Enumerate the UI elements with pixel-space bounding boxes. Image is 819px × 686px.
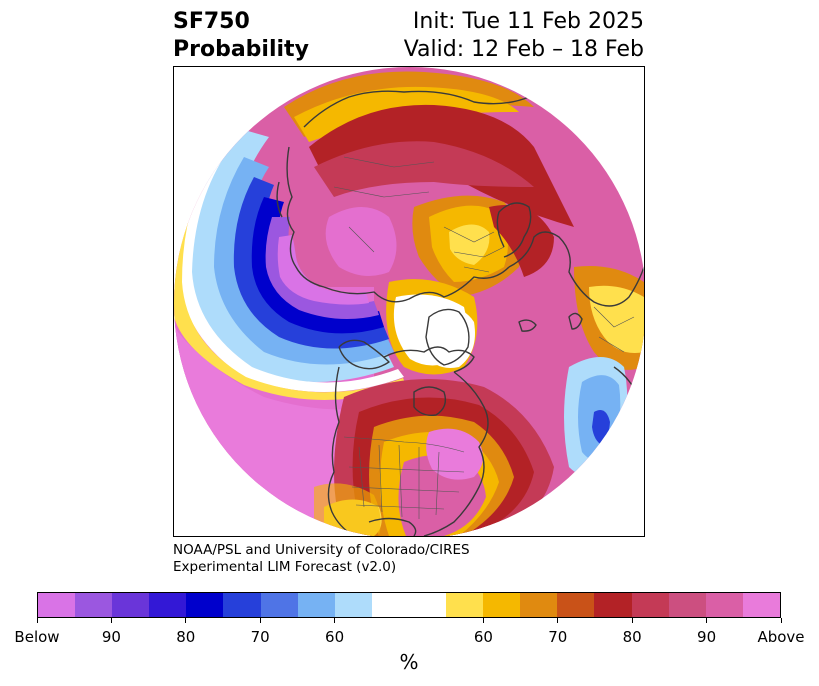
colorbar-segment: [186, 593, 224, 617]
field-below-extreme-crescent: [277, 235, 369, 305]
coast-north-america-west: [327, 366, 355, 536]
coast-greenland: [425, 308, 470, 366]
colorbar-tick-mark: [557, 618, 559, 623]
coast-gulf: [368, 517, 417, 536]
forecast-dates: Init: Tue 11 Feb 2025 Valid: 12 Feb – 18…: [404, 8, 644, 64]
coast-iceland: [518, 319, 537, 332]
valid-range: Valid: 12 Feb – 18 Feb: [403, 37, 644, 62]
colorbar-segment: [631, 593, 669, 617]
colorbar-tick-mark: [631, 618, 633, 623]
field-above-pink-siberia: [325, 207, 397, 276]
colorbar-segment: [483, 593, 521, 617]
probability-field: [174, 67, 644, 536]
colorbar-tick-mark: [110, 618, 112, 623]
colorbar-tick-mark: [259, 618, 261, 623]
colorbar-segment: [371, 593, 409, 617]
colorbar-units: %: [399, 650, 419, 674]
colorbar-segment: [75, 593, 113, 617]
coast-siberia: [323, 266, 510, 303]
colorbar-segment: [223, 593, 261, 617]
colorbar-tick-label: 60: [325, 628, 345, 646]
colorbar-segment: [260, 593, 298, 617]
field-above-rose-north: [314, 141, 534, 197]
colorbar-tick-mark: [706, 618, 708, 623]
colorbar-segment: [557, 593, 595, 617]
border-asia-1: [333, 156, 435, 253]
border-europe-1: [443, 226, 505, 273]
colorbar-segment: [297, 593, 335, 617]
field-above-yellow-atlantic: [589, 285, 644, 353]
credit-text: NOAA/PSL and University of Colorado/CIRE…: [173, 542, 470, 576]
credit-line-1: NOAA/PSL and University of Colorado/CIRE…: [173, 542, 470, 558]
colorbar-segment: [334, 593, 372, 617]
colorbar-segment: [446, 593, 484, 617]
colorbar-tick-label: Below: [14, 628, 60, 646]
product-label: Probability: [173, 37, 309, 62]
colorbar-tick-mark: [36, 618, 38, 623]
colorbar-segment: [149, 593, 187, 617]
colorbar-tick-mark: [780, 618, 782, 623]
coast-europe: [508, 231, 644, 307]
border-us-states-1: [358, 444, 440, 519]
credit-line-2: Experimental LIM Forecast (v2.0): [173, 559, 397, 575]
field-above-red-europe: [489, 205, 554, 277]
colorbar-tick-label: 80: [176, 628, 196, 646]
colorbar-tick-label: Above: [757, 628, 805, 646]
colorbar-tick-mark: [334, 618, 336, 623]
colorbar-tick-label: 80: [622, 628, 642, 646]
field-below-strong-crescent: [265, 217, 379, 319]
field-neutral-greenland: [424, 307, 475, 368]
init-date: Init: Tue 11 Feb 2025: [412, 9, 644, 34]
border-us-states-2: [348, 466, 465, 510]
coast-hudson-bay: [413, 386, 447, 417]
coast-north-america-east: [423, 371, 489, 536]
colorbar: [37, 592, 781, 618]
colorbar-tick-mark: [482, 618, 484, 623]
probability-map: [173, 66, 645, 537]
colorbar-tick-label: 90: [697, 628, 717, 646]
coast-east-asia: [286, 146, 325, 288]
colorbar-segment: [668, 593, 706, 617]
polar-map-svg: [174, 67, 644, 536]
colorbar-segment: [408, 593, 447, 617]
variable-label: SF750: [173, 9, 250, 34]
field-above-extreme-na: [426, 428, 483, 480]
border-mideast: [593, 306, 635, 353]
coast-scandinavia: [496, 202, 532, 258]
coast-japan: [276, 181, 283, 218]
coast-britain: [568, 312, 583, 330]
colorbar-segment: [520, 593, 558, 617]
colorbar-tick-label: 70: [250, 628, 270, 646]
map-title: SF750 Probability: [173, 8, 309, 64]
colorbar-tick-label: 60: [473, 628, 493, 646]
colorbar-tick-label: 70: [548, 628, 568, 646]
coast-canada-arctic: [383, 346, 475, 373]
colorbar-segment: [742, 593, 780, 617]
colorbar-segment: [38, 593, 76, 617]
colorbar-segment: [594, 593, 632, 617]
colorbar-segment: [705, 593, 743, 617]
border-us-canada: [343, 436, 465, 453]
coast-alaska: [338, 339, 390, 370]
colorbar-segment: [112, 593, 150, 617]
colorbar-tick-mark: [185, 618, 187, 623]
field-above-orange-gulf: [314, 483, 381, 536]
colorbar-tick-label: 90: [101, 628, 121, 646]
